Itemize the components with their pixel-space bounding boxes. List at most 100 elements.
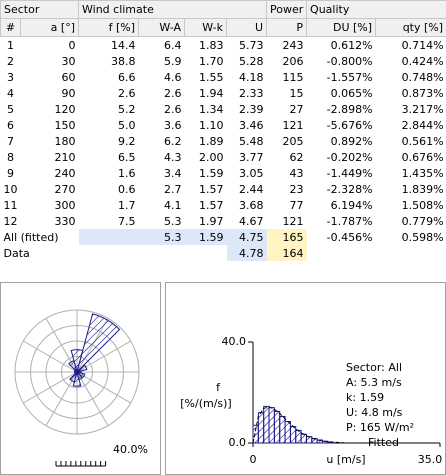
table-cell: 23 (289, 182, 304, 196)
table-cell: 15 (289, 86, 304, 100)
table-cell: 4.18 (239, 70, 264, 84)
table-cell: 0.612% (330, 38, 373, 52)
table-cell: 8 (7, 150, 14, 164)
histogram-bar (263, 405, 270, 444)
table-cell: -1.787% (326, 214, 373, 228)
rose-wedge (72, 370, 82, 387)
table-cell: 0.873% (401, 86, 444, 100)
table-cell: DU [%] (306, 18, 377, 37)
table-cell: 1 (7, 38, 14, 52)
table-cell: 164 (266, 245, 307, 261)
annotation: Sector: All (346, 361, 402, 374)
table-cell: 2.39 (239, 102, 264, 116)
table-cell: 0.748% (401, 70, 444, 84)
table-cell: 2.7 (164, 182, 182, 196)
sector-table: Sector Wind climate Power Quality # a [°] f [%… (0, 0, 446, 261)
table-cell (139, 245, 185, 261)
table-cell: 165 (266, 229, 307, 245)
table-cell: 0.065% (330, 86, 373, 100)
table-cell: 90 (61, 86, 76, 100)
y-axis-label: f (216, 381, 221, 394)
y-tick-label: 0.0 (229, 436, 247, 449)
table-cell: 10 (3, 182, 18, 196)
table-cell: 1.57 (199, 198, 224, 212)
table-cell: 7 (7, 134, 14, 148)
table-cell: 9.2 (118, 134, 136, 148)
table-cell (79, 245, 139, 261)
table-row: 10 270 0.6 2.7 1.57 2.44 23 -2.328% 1.839% (1, 181, 446, 197)
table-cell: 1.97 (199, 214, 224, 228)
table-cell: 205 (282, 134, 304, 148)
table-cell: 121 (282, 214, 304, 228)
table-cell: 1.57 (199, 182, 224, 196)
annotation: U: 4.8 m/s (346, 406, 403, 419)
table-cell: -0.456% (326, 230, 373, 244)
table-cell: 5.3 (164, 214, 182, 228)
table-cell: 2.44 (239, 182, 264, 196)
y-tick-label: 40.0 (222, 335, 247, 348)
table-cell: 330 (54, 214, 76, 228)
histogram-bar (300, 433, 307, 444)
table-cell: 5.2 (118, 102, 136, 116)
table-cell: Quality (306, 0, 446, 19)
table-cell: 1.435% (401, 166, 444, 180)
table-cell: W-A (138, 18, 185, 37)
histogram-bar (273, 410, 281, 444)
table-cell: 6 (7, 118, 14, 132)
annotation: k: 1.59 (346, 391, 384, 404)
rose-scale-label: 40.0% (113, 443, 148, 456)
table-body: Sector Wind climate Power Quality # a [°] f [%… (0, 0, 446, 261)
table-cell: 120 (54, 102, 76, 116)
table-cell: 6.5 (118, 150, 136, 164)
plots: 40.0% 40.0 0.00 35.0 u [m/s] f [%/(m/s)] Sector… (0, 282, 446, 475)
table-cell: 3.77 (239, 150, 264, 164)
table-cell: Wind climate (77, 0, 268, 19)
histogram-bar (289, 426, 297, 444)
rose-spoke (23, 340, 78, 373)
table-cell: 300 (54, 198, 76, 212)
table-cell: -0.202% (326, 150, 373, 164)
table-row: 4 90 2.6 2.6 1.94 2.33 15 0.065% 0.873% (1, 85, 446, 101)
table-cell: 0.561% (401, 134, 444, 148)
table-cell: 3.217% (401, 102, 444, 116)
table-row: 2 30 38.8 5.9 1.70 5.28 206 -0.800% 0.424% (1, 53, 446, 69)
table-cell (78, 229, 139, 245)
table-cell: 0.598% (401, 230, 444, 244)
table-cell: 180 (54, 134, 76, 148)
table-cell: 2.33 (239, 86, 264, 100)
rose-spoke (23, 371, 78, 404)
table-cell: 5.48 (239, 134, 264, 148)
table-cell: 5.0 (118, 118, 136, 132)
legend-label: Fitted (368, 436, 399, 449)
table-cell: 243 (282, 38, 304, 52)
table-cell: 115 (282, 70, 304, 84)
rose-wedge (76, 313, 121, 374)
table-cell: 11 (3, 198, 18, 212)
table-row: 12 330 7.5 5.3 1.97 4.67 121 -1.787% 0.779% (1, 213, 446, 229)
table-cell: 1.70 (199, 54, 224, 68)
fitted-curve (252, 406, 344, 444)
table-cell: 7.5 (118, 214, 136, 228)
table-cell: 150 (54, 118, 76, 132)
table-cell: 3.46 (239, 118, 264, 132)
table-cell: 1.89 (199, 134, 224, 148)
table-cell: 4.3 (164, 150, 182, 164)
table-cell: W-k (184, 18, 227, 37)
table-cell: 1.59 (199, 166, 224, 180)
table-cell: 1.7 (118, 198, 136, 212)
table-cell (376, 245, 446, 261)
table-cell: U (225, 18, 268, 37)
rose-spoke (76, 371, 131, 404)
table-row: 3 60 6.6 4.6 1.55 4.18 115 -1.557% 0.748% (1, 69, 446, 85)
table-cell: 5 (7, 102, 14, 116)
table-cell: 3.68 (239, 198, 264, 212)
table-cell: 4.67 (239, 214, 264, 228)
table-cell: 4.6 (164, 70, 182, 84)
table-cell: 3.6 (164, 118, 182, 132)
table-cell: 1.83 (199, 38, 224, 52)
table-cell: 60 (61, 70, 76, 84)
annotation: P: 165 W/m² (346, 421, 414, 434)
table-cell: 5.3 (138, 229, 185, 245)
table-cell: 1.55 (199, 70, 224, 84)
table-cell: qty [%] (375, 18, 446, 37)
